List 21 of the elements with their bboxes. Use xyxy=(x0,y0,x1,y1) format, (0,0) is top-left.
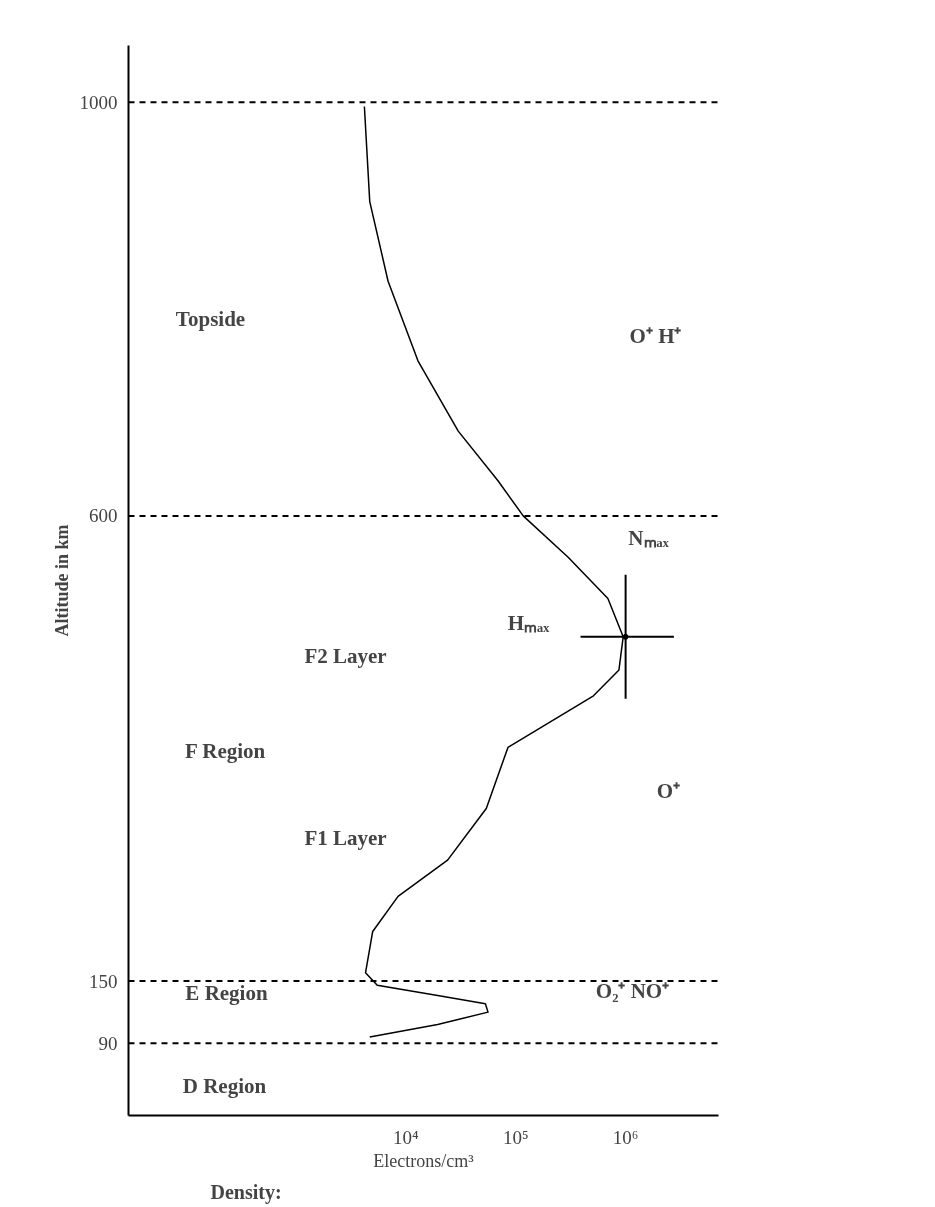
y-axis-title: Altitude in km xyxy=(51,524,72,637)
annotation: D Region xyxy=(182,1073,267,1098)
text: Density: xyxy=(210,1180,282,1204)
annotation: O⁺ H⁺ xyxy=(629,323,682,348)
annotation: F2 Layer xyxy=(304,643,387,668)
y-tick-label: 150 xyxy=(89,970,118,992)
x-tick-label: 10⁶ xyxy=(612,1126,639,1148)
y-tick-label: 90 xyxy=(98,1032,118,1054)
y-tick-label: 600 xyxy=(89,505,118,527)
x-tick-label: 10⁵ xyxy=(502,1126,529,1148)
annotation: Nₘₐₓ xyxy=(628,525,670,550)
annotation: O⁺ xyxy=(656,778,681,803)
annotation: Hₘₐₓ xyxy=(507,610,551,635)
y-tick-label: 1000 xyxy=(79,91,118,113)
annotation: F Region xyxy=(184,738,266,763)
x-axis-title: Electrons/cm³ xyxy=(373,1150,475,1171)
annotation: F1 Layer xyxy=(304,825,387,850)
x-tick-label: 10⁴ xyxy=(392,1126,419,1148)
annotation: E Region xyxy=(185,980,268,1005)
annotation: O₂⁺ NO⁺ xyxy=(595,978,670,1003)
annotation: Topside xyxy=(175,306,246,331)
